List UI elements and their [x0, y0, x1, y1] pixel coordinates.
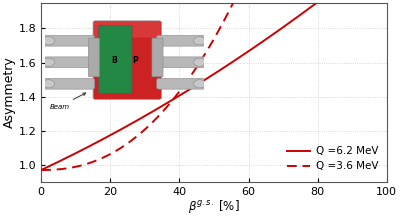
Line: Q =6.2 MeV: Q =6.2 MeV	[41, 0, 387, 170]
Line: Q =3.6 MeV: Q =3.6 MeV	[41, 0, 387, 170]
Q =6.2 MeV	[244, 51, 249, 54]
Q =3.6 MeV	[39, 169, 44, 171]
X-axis label: $\beta^{g.s.}$ [%]: $\beta^{g.s.}$ [%]	[188, 198, 240, 215]
Q =6.2 MeV	[205, 77, 210, 80]
Q =3.6 MeV	[203, 52, 208, 55]
Q =3.6 MeV	[205, 49, 210, 51]
Q =6.2 MeV	[203, 78, 208, 81]
Y-axis label: Asymmetry: Asymmetry	[3, 56, 16, 128]
Q =6.2 MeV	[39, 169, 44, 171]
Q =6.2 MeV	[226, 63, 230, 66]
Q =3.6 MeV	[226, 12, 230, 14]
Legend: Q =6.2 MeV, Q =3.6 MeV: Q =6.2 MeV, Q =3.6 MeV	[288, 146, 378, 171]
